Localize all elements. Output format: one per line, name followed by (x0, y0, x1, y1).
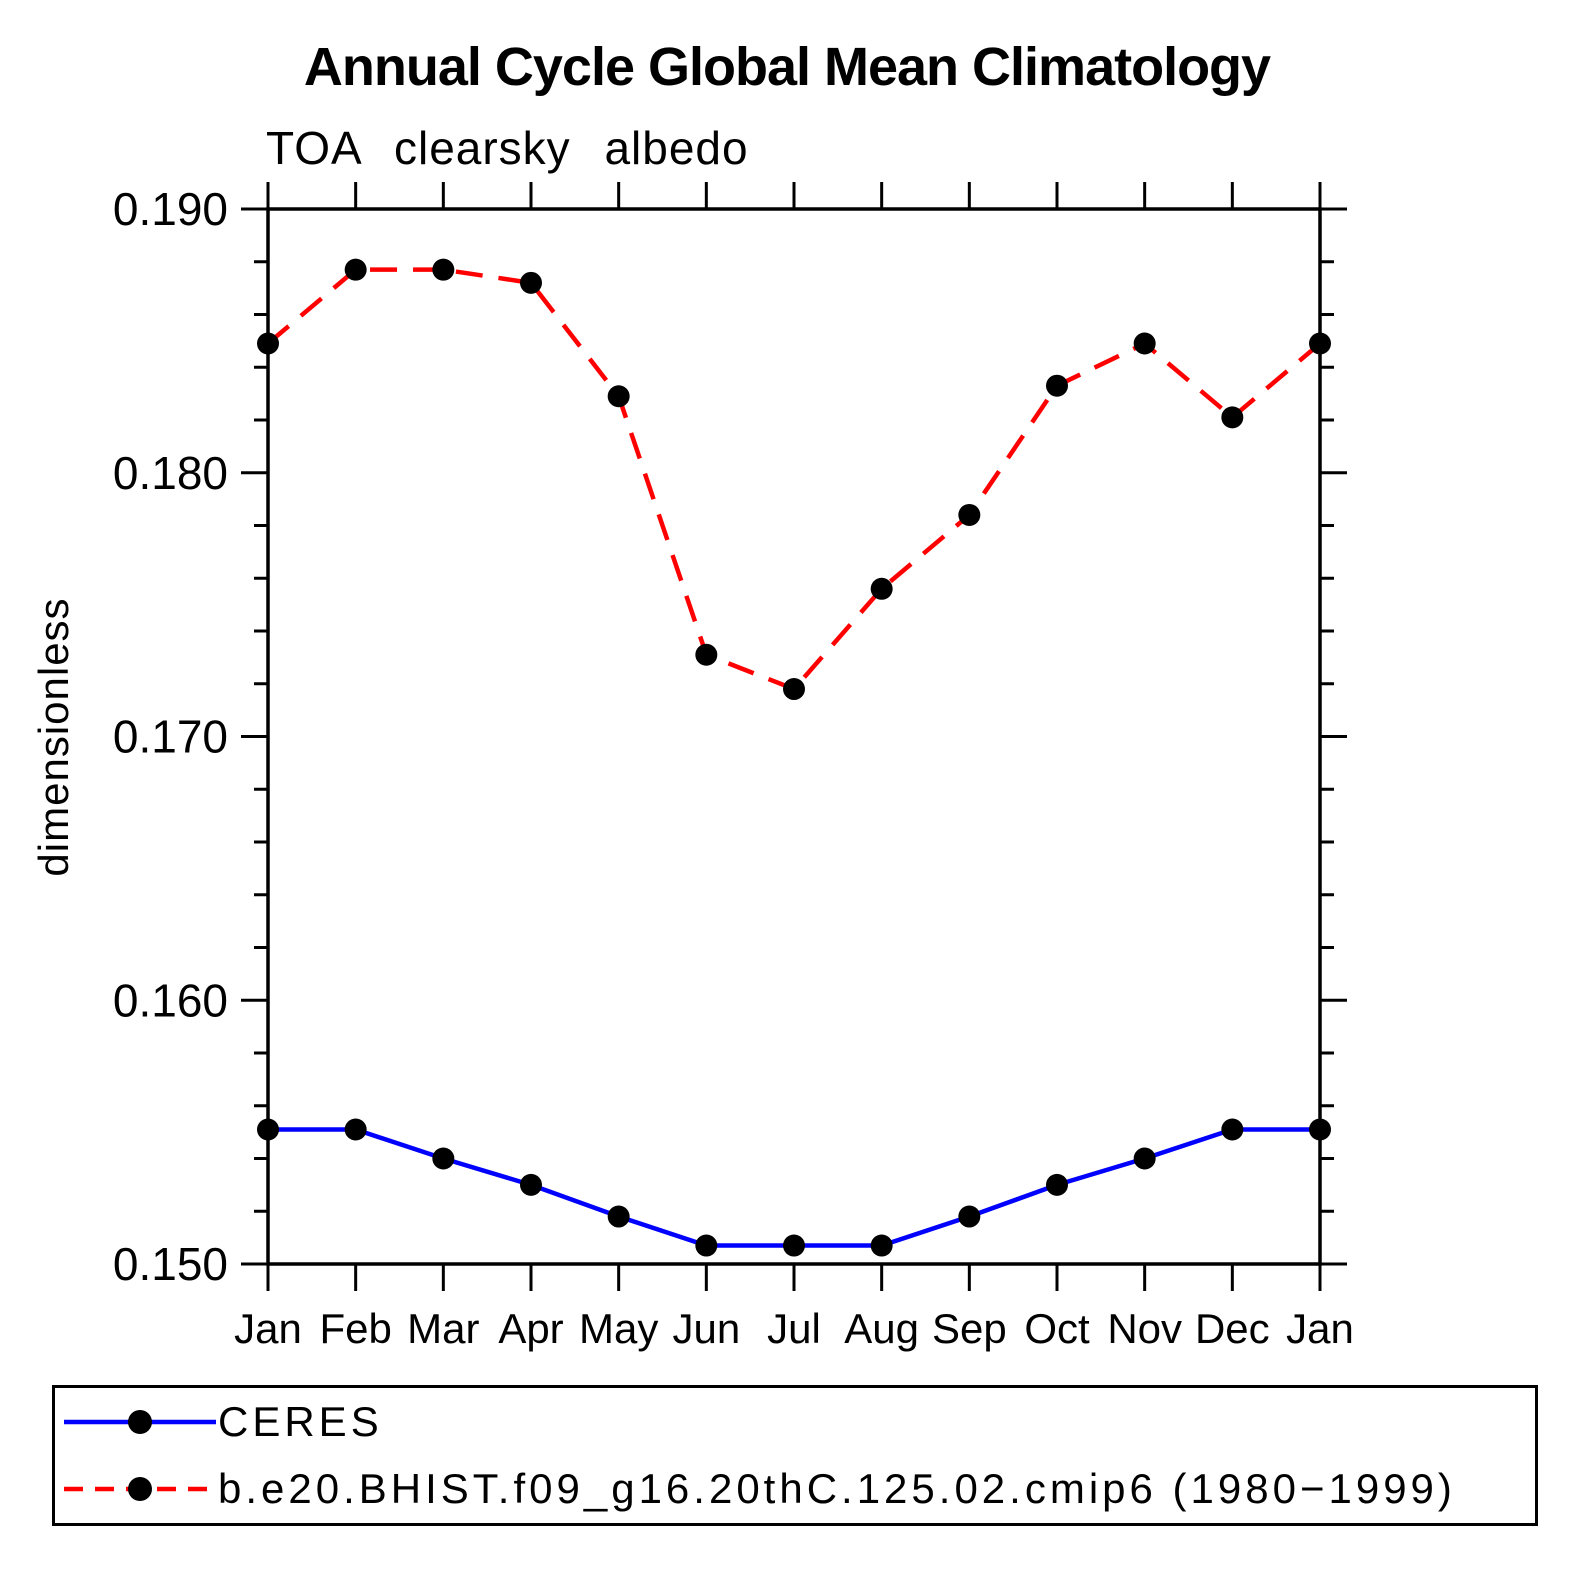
x-tick-label: Oct (1024, 1305, 1090, 1352)
data-point-marker (344, 258, 367, 281)
y-tick-label: 0.190 (113, 183, 228, 235)
data-point-marker (432, 258, 455, 281)
y-tick-label: 0.150 (113, 1238, 228, 1290)
x-tick-label: Nov (1107, 1305, 1182, 1352)
data-point-marker (783, 678, 805, 701)
data-point-marker (1133, 1147, 1156, 1170)
data-point-marker (520, 1173, 542, 1196)
legend-label: b.e20.BHIST.f09_g16.20thC.125.02.cmip6 (… (218, 1465, 1456, 1513)
x-tick-label: Jul (767, 1305, 821, 1352)
series-line-1 (266, 267, 1322, 692)
x-tick-label: Feb (319, 1305, 391, 1352)
data-point-marker (1046, 1173, 1068, 1196)
x-tick-label: Apr (498, 1305, 563, 1352)
data-point-marker (1046, 374, 1068, 397)
x-tick-label: May (579, 1305, 658, 1352)
data-point-marker (607, 385, 630, 408)
data-point-marker (870, 577, 893, 600)
x-tick-label: Aug (844, 1305, 919, 1352)
x-tick-label: Mar (407, 1305, 479, 1352)
data-point-marker (1309, 332, 1331, 355)
plot-frame (266, 207, 1322, 1266)
y-tick-label: 0.170 (113, 711, 228, 763)
x-tick-label: Jan (1286, 1305, 1354, 1352)
data-point-marker (958, 503, 981, 526)
legend-line-sample-dashed (64, 1477, 216, 1502)
data-point-marker (1221, 406, 1244, 429)
legend-label: CERES (218, 1397, 383, 1445)
chart-subtitle: TOA clearsky albedo (266, 122, 749, 174)
data-point-marker (432, 1147, 455, 1170)
data-point-marker (1309, 1118, 1331, 1141)
legend-line-sample-solid (64, 1409, 216, 1434)
data-point-marker (695, 1234, 718, 1257)
data-point-marker (783, 1234, 805, 1257)
data-point-marker (607, 1205, 630, 1228)
data-point-marker (520, 271, 542, 294)
y-tick-label: 0.180 (113, 447, 228, 499)
x-tick-label: Dec (1195, 1305, 1270, 1352)
x-tick-label: Jun (672, 1305, 740, 1352)
data-point-marker (257, 1118, 279, 1141)
series-line-0 (268, 1127, 1320, 1248)
legend-entry-ceres: CERES (55, 1388, 1535, 1456)
chart-title: Annual Cycle Global Mean Climatology (303, 37, 1271, 97)
legend-entry-model: b.e20.BHIST.f09_g16.20thC.125.02.cmip6 (… (55, 1456, 1535, 1524)
data-point-marker (695, 643, 718, 666)
data-point-marker (257, 332, 279, 355)
y-tick-label: 0.160 (113, 974, 228, 1026)
data-point-marker (958, 1205, 981, 1228)
data-point-marker (344, 1118, 367, 1141)
x-tick-label: Sep (932, 1305, 1007, 1352)
x-tick-label: Jan (234, 1305, 302, 1352)
data-point-marker (1133, 332, 1156, 355)
data-point-marker (1221, 1118, 1244, 1141)
legend: CERES b.e20.BHIST.f09_g16.20thC.125.02.c… (52, 1385, 1538, 1526)
data-point-marker (870, 1234, 893, 1257)
